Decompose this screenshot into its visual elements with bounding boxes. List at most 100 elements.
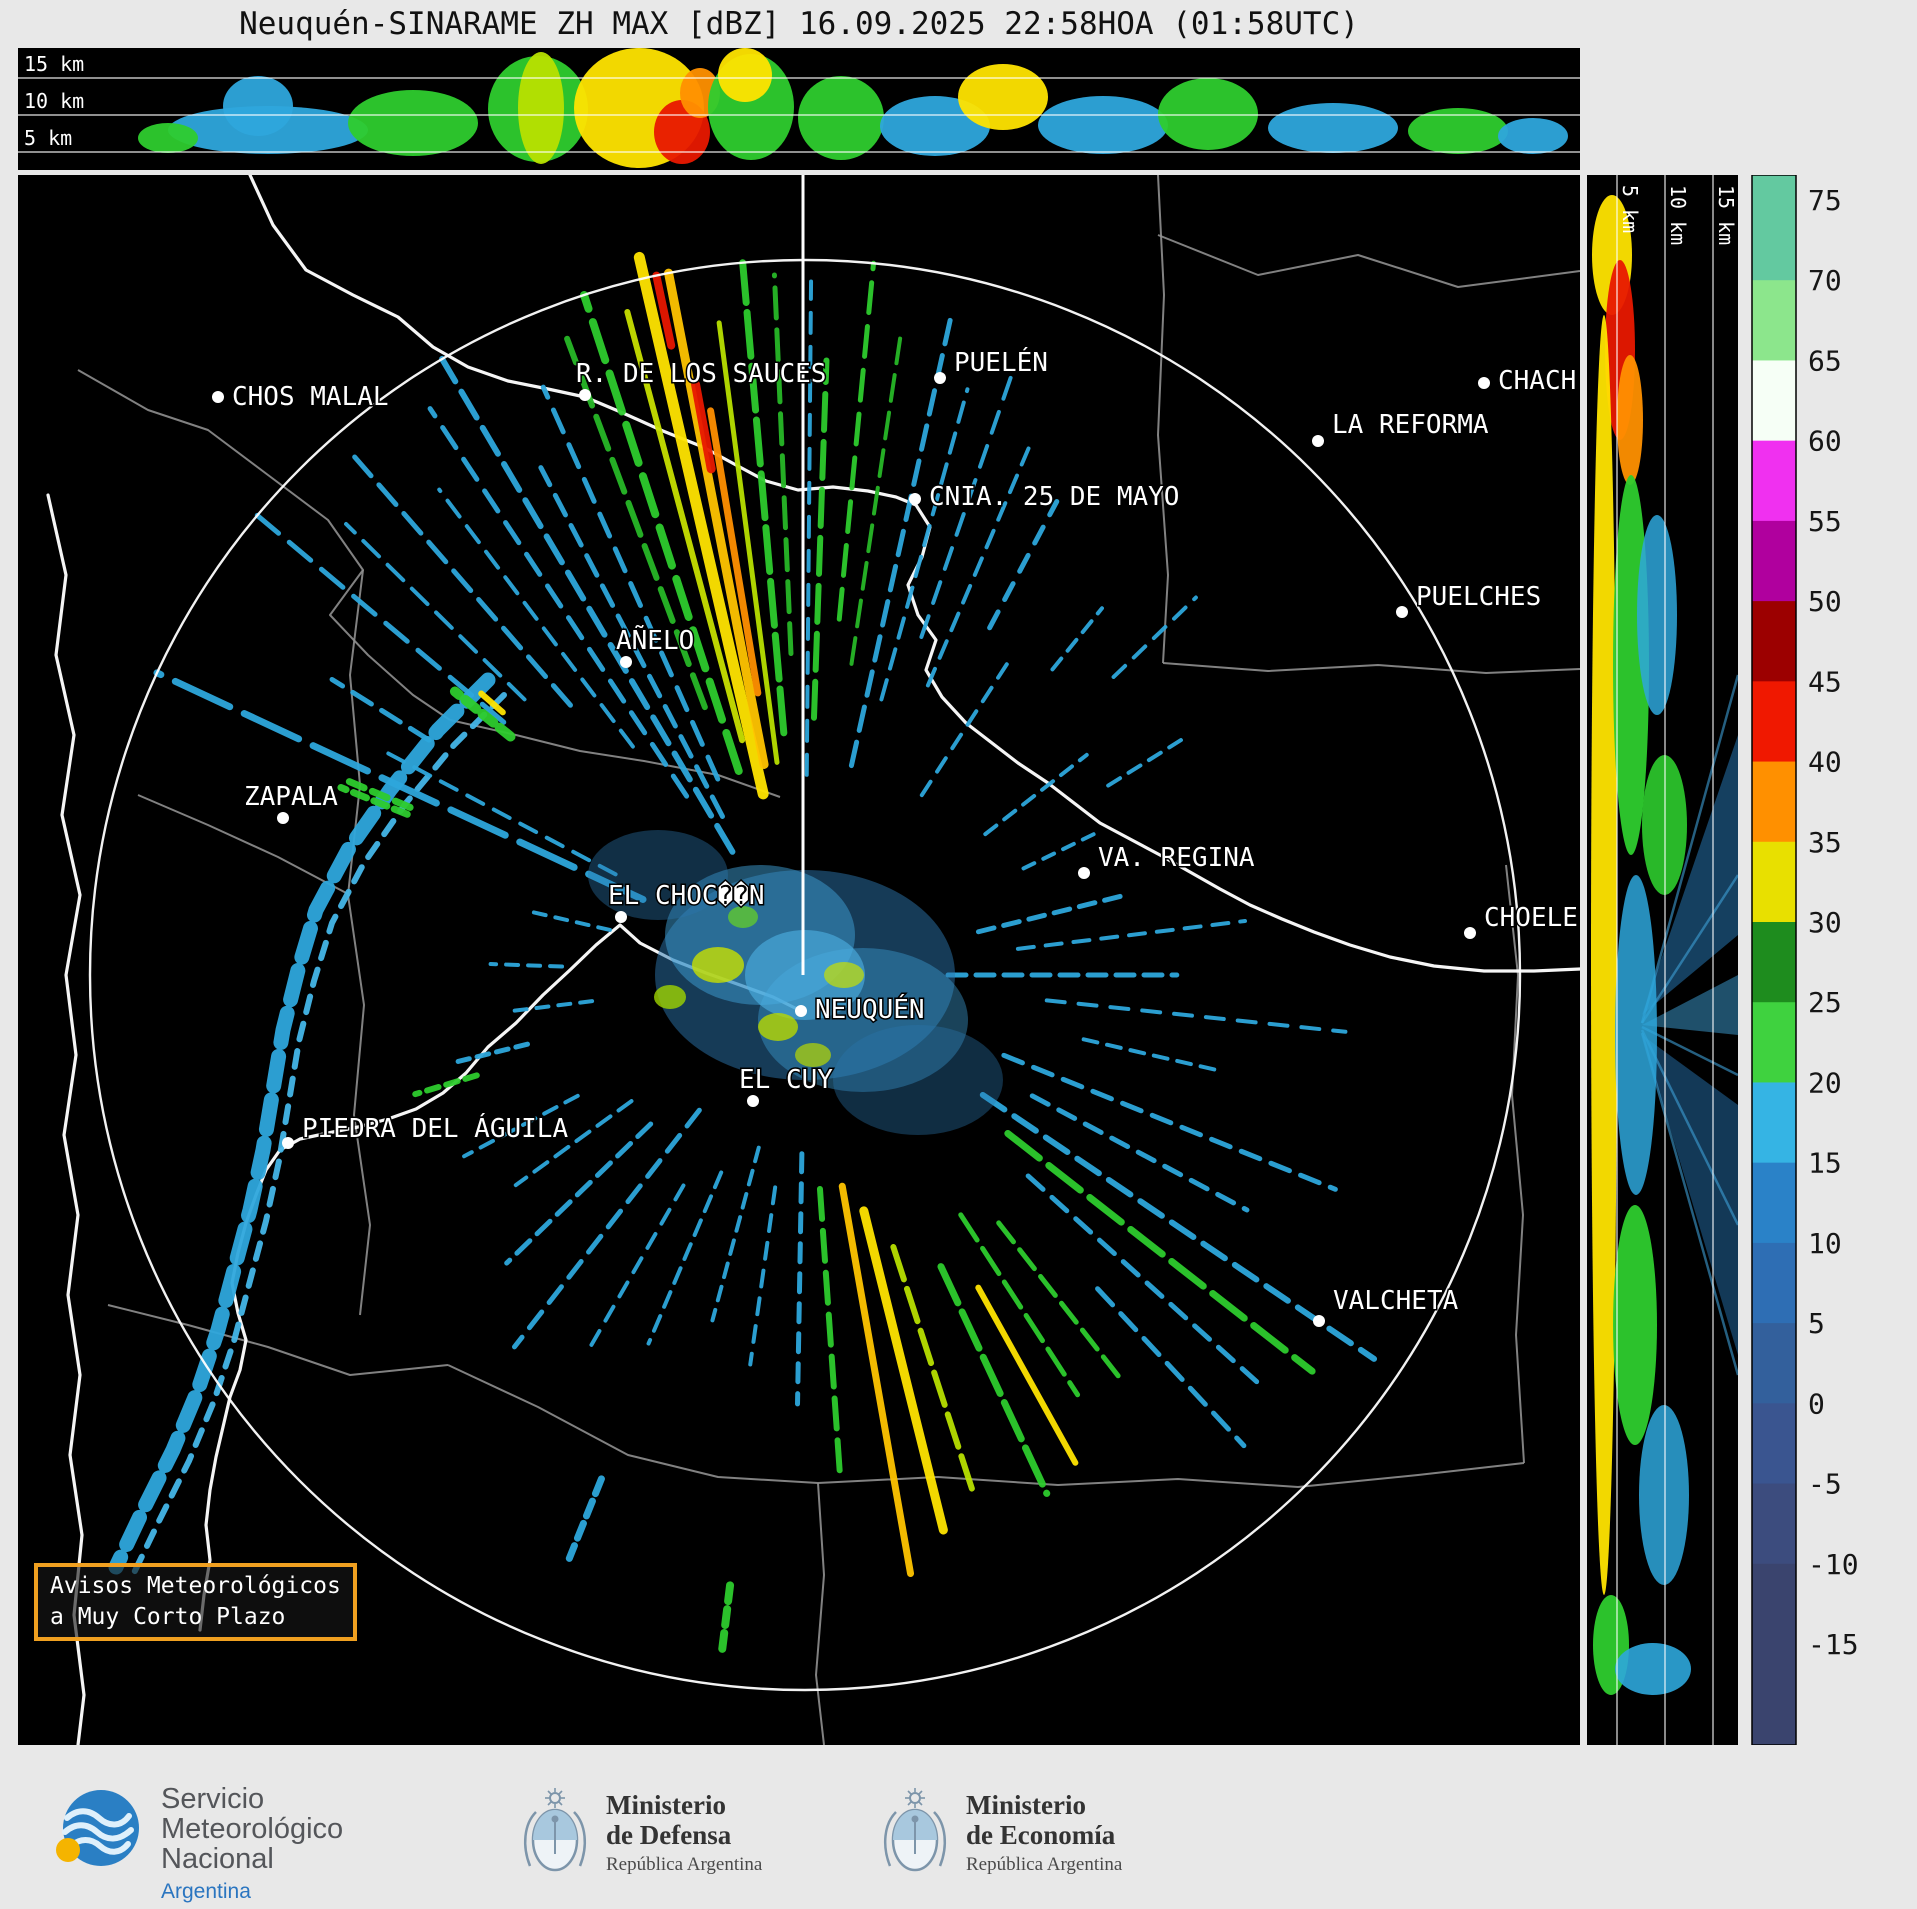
echo-blob <box>223 76 293 136</box>
radar-echo-streak <box>958 1212 1081 1398</box>
clutter-blob <box>588 830 728 920</box>
radar-echo-streak <box>975 1284 1079 1466</box>
radar-echo-streak <box>1001 1052 1338 1192</box>
radar-echo-streak <box>412 1072 480 1098</box>
ministry-name-line: Ministerio <box>606 1790 726 1820</box>
top-cross-section-panel: 15 km 10 km 5 km <box>18 48 1580 170</box>
clutter-blob <box>824 962 864 988</box>
altitude-label: 15 km <box>24 52 84 76</box>
colorbar-tick-label: 30 <box>1808 906 1842 939</box>
radar-echo-streak <box>890 1244 976 1495</box>
river-line <box>46 493 86 1745</box>
radar-echo-streak <box>848 309 955 769</box>
city-dot <box>909 493 921 505</box>
smn-logo-icon <box>56 1790 139 1866</box>
radar-echo-streak <box>664 268 769 769</box>
city-label: VA. REGINA <box>1098 843 1255 873</box>
smn-name-line: Servicio <box>161 1783 265 1815</box>
radar-echo-streak <box>975 892 1127 935</box>
colorbar-frame <box>1751 175 1797 1745</box>
colorbar-segment <box>1752 1082 1796 1164</box>
ministry-country-label: República Argentina <box>606 1854 763 1875</box>
city-dot <box>1396 606 1408 618</box>
wave-line <box>68 1837 131 1855</box>
radar-echo-streak <box>652 271 676 350</box>
radar-echo-streak <box>804 279 814 777</box>
radar-echo-streak <box>983 752 1089 837</box>
river-line <box>198 923 807 1632</box>
clutter-blob <box>728 906 758 928</box>
radar-echo-streak <box>1004 1129 1316 1375</box>
radar-echo-streak <box>849 336 903 666</box>
colorbar-tick-label: 40 <box>1808 746 1842 779</box>
radar-echo-streak <box>538 465 725 819</box>
colorbar-tick-label: 15 <box>1808 1147 1842 1180</box>
echo-blob <box>1268 103 1398 153</box>
radar-echo-streak <box>340 775 414 811</box>
echo-blob <box>798 76 884 160</box>
radar-echo-streak <box>836 260 877 622</box>
echo-blob <box>958 64 1048 130</box>
radar-echo-streak <box>633 251 769 800</box>
city-dot <box>620 656 632 668</box>
radar-echo-streak <box>919 364 1017 639</box>
radar-echo-streak <box>919 661 1010 798</box>
alert-line-2: a Muy Corto Plazo <box>50 1604 286 1630</box>
echo-blob <box>1158 78 1258 150</box>
city-dot <box>1312 435 1324 447</box>
colorbar-tick-label: 20 <box>1808 1066 1842 1099</box>
colorbar-tick-label: 5 <box>1808 1307 1825 1340</box>
city-label: EL CHOC��N <box>608 880 765 911</box>
radar-echo-streak <box>810 357 830 721</box>
city-dot <box>795 1005 807 1017</box>
colorbar-tick-label: -15 <box>1808 1628 1859 1661</box>
colorbar-segment <box>1752 440 1796 522</box>
radar-echo-streak <box>439 355 736 855</box>
echo-fan <box>1642 735 1738 1015</box>
colorbar-segment <box>1752 1644 1796 1745</box>
radar-echo-streak <box>707 407 762 697</box>
smn-brand: Servicio Meteorológico Nacional Argentin… <box>55 1784 343 1907</box>
colorbar-tick-label: 50 <box>1808 585 1842 618</box>
echo-ray <box>1640 1032 1738 1376</box>
colorbar-segment <box>1752 681 1796 763</box>
colorbar-tick-label: 10 <box>1808 1227 1842 1260</box>
radar-echo-streak <box>462 1093 580 1159</box>
coat-of-arms-icon <box>883 1788 947 1872</box>
echo-blob <box>1498 118 1568 154</box>
echo-blob <box>1613 1205 1657 1445</box>
city-label: PIEDRA DEL ÁGUILA <box>302 1112 568 1144</box>
ministry-name-line: de Economía <box>966 1820 1116 1850</box>
city-dot <box>1478 377 1490 389</box>
right-cross-section-panel: 5 km 10 km 15 km <box>1587 175 1738 1745</box>
radar-echo-streak <box>717 1581 735 1661</box>
colorbar-tick-label: 0 <box>1808 1387 1825 1420</box>
city-label: CHOS MALAL <box>232 382 389 412</box>
radar-echo-streak <box>524 908 612 932</box>
radar-echo-streak <box>987 499 1060 631</box>
city-dot <box>934 372 946 384</box>
radar-echo-streak <box>329 676 432 743</box>
city-dot <box>615 911 627 923</box>
colorbar-tick-label: 35 <box>1808 826 1842 859</box>
city-label: AÑELO <box>616 624 694 656</box>
clutter-blob <box>654 985 686 1009</box>
colorbar-segment <box>1752 1563 1796 1645</box>
radar-echo-streak <box>795 1151 805 1407</box>
city-label: EL CUY <box>739 1065 833 1095</box>
radar-echo-streak <box>1081 1037 1226 1074</box>
radar-echo-streak <box>352 454 573 708</box>
city-label: NEUQUÉN <box>815 993 925 1025</box>
ministry-defensa-text: Ministerio de Defensa República Argentin… <box>606 1790 762 1876</box>
colorbar-segment <box>1752 1162 1796 1244</box>
radar-echo-streak <box>540 384 721 782</box>
radar-echo-streak <box>979 1091 1378 1362</box>
colorbar-segment <box>1752 1323 1796 1404</box>
echo-blob <box>1617 355 1643 485</box>
colorbar-tick-label: 65 <box>1808 344 1842 377</box>
colorbar-segment <box>1752 922 1796 1003</box>
radar-echo-streak <box>996 1220 1125 1384</box>
echo-blob <box>1639 1405 1689 1585</box>
alert-box[interactable]: Avisos Meteorológicos a Muy Corto Plazo <box>34 1563 357 1641</box>
